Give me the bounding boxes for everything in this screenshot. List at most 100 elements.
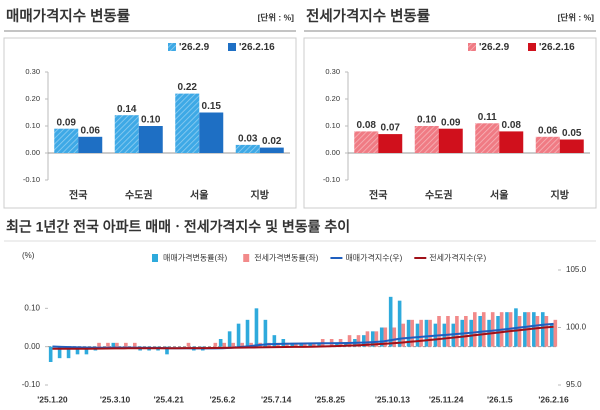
bar [222,342,227,347]
x-tick-label: '25.1.20 [37,394,68,404]
legend-swatch [152,254,158,262]
x-tick-label: '25.7.14 [261,394,292,404]
y-tick-label: 0.00 [325,148,340,157]
bar [464,316,468,347]
bar [218,339,223,347]
bar [124,342,128,347]
y-tick-label: -0.10 [323,175,340,184]
x-tick-label: 서울 [190,189,208,202]
y-tick-label: 0.10 [24,303,40,312]
bar [294,342,298,347]
x-tick-label: '25.6.2 [210,394,236,404]
bar [362,335,366,347]
bar [406,319,411,347]
bar [356,335,361,347]
bar [401,323,406,347]
x-tick-label: 전국 [369,189,387,202]
bar [317,342,321,347]
bar [165,346,169,355]
bar [383,327,388,347]
legend-swatch [168,43,176,51]
bar [378,134,403,153]
bar [114,115,139,153]
panel-box [303,37,597,209]
y-tick-label: -0.10 [23,175,40,184]
x-tick-label: 전국 [69,189,87,202]
value-label: 0.09 [441,117,461,128]
bar [308,342,312,347]
bar [240,342,244,347]
bar [138,126,163,153]
bar [175,93,200,153]
legend-swatch [528,43,536,51]
bar [374,331,379,347]
x-tick-label: '25.8.25 [315,394,346,404]
x-tick-label: '25.11.24 [429,394,464,404]
bar [54,128,79,153]
bar [133,342,137,347]
bar [245,319,250,347]
bar [254,308,259,347]
bar [290,342,295,347]
y-tick-label: 0.20 [25,94,40,103]
bar [553,319,558,347]
bar [199,112,224,153]
bar [549,323,554,347]
bar [535,316,540,347]
bar [347,335,352,347]
bar [455,316,459,347]
x-tick-label: 수도권 [425,190,453,202]
y-tick-label: 0.20 [325,94,340,103]
value-label: 0.10 [141,115,161,126]
legend-label: 매매가격변동률(좌) [163,253,228,263]
bar [299,342,303,347]
legend-label: 매매가격지수(우) [345,253,402,263]
value-label: 0.02 [262,136,282,147]
panel-box [3,37,297,209]
legend-label: '26.2.16 [239,42,275,53]
bar [303,342,307,347]
y2-tick-label: 100.0 [566,323,587,332]
value-label: 0.22 [178,82,198,93]
chart-title: 최근 1년간 전국 아파트 매매ㆍ전세가격지수 및 변동률 추이 [6,219,350,235]
value-label: 0.07 [381,123,401,134]
bar [437,316,441,347]
x-tick-label: 지방 [251,189,270,202]
panel-title: 매매가격지수 변동률 [6,7,130,25]
bar [354,131,379,153]
x-tick-label: '26.1.5 [487,394,513,404]
legend-label: '26.2.16 [539,42,575,53]
bar [272,335,277,347]
bar [496,316,500,347]
y-tick-label: 0.00 [25,148,40,157]
y-tick-label: -0.10 [22,380,41,389]
bar [473,312,477,347]
value-label: 0.03 [238,134,258,145]
x-tick-label: '25.3.10 [100,394,131,404]
bar [213,342,218,347]
legend-label: 전세가격변동률(좌) [254,253,319,263]
bar [392,327,397,347]
bar [481,312,486,347]
bar [428,319,432,347]
bar [263,319,268,347]
x-tick-label: 지방 [551,189,570,202]
y2-tick-label: 105.0 [566,265,587,274]
value-label: 0.09 [57,117,77,128]
bar [66,346,71,359]
bar [335,342,339,347]
y-tick-label: 0.30 [25,67,40,76]
bar [111,342,116,347]
bar [397,300,402,347]
value-label: 0.08 [357,120,377,131]
bar [540,312,545,347]
x-tick-label: '26.2.16 [538,394,569,404]
bar [438,128,463,153]
bar [446,316,450,347]
value-label: 0.05 [562,128,582,139]
bar [517,316,522,347]
bar [311,342,316,347]
bar [424,319,429,347]
bar [559,139,584,153]
